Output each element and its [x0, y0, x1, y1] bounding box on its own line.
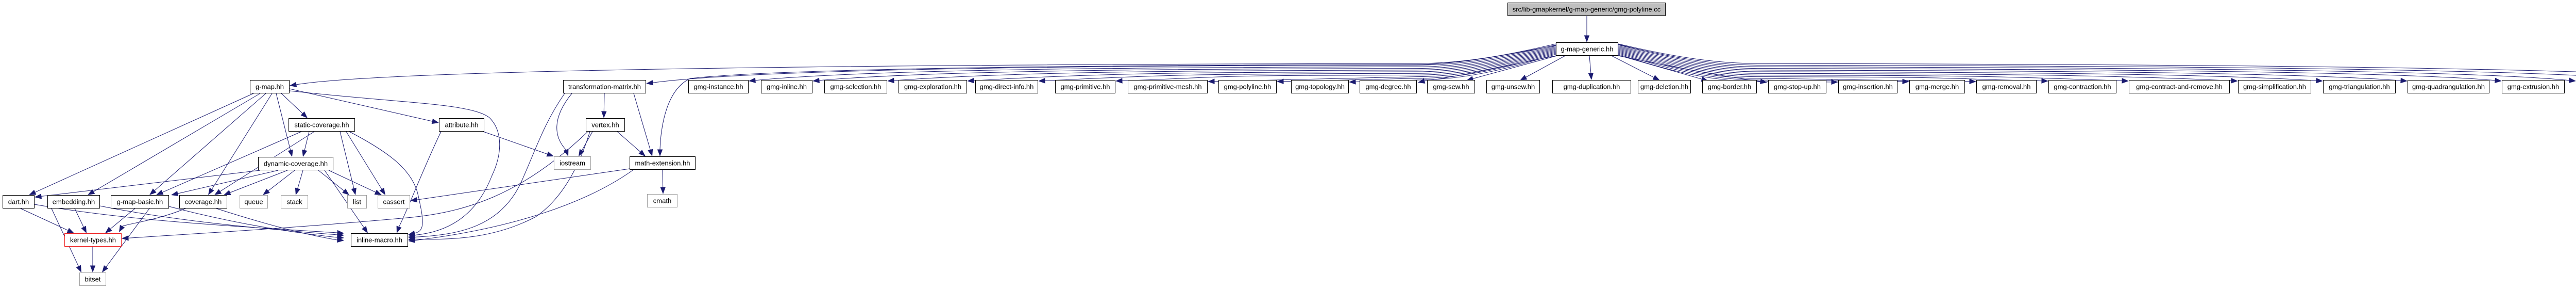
svg-text:iostream: iostream	[560, 159, 585, 167]
svg-text:gmg-simplification.hh: gmg-simplification.hh	[2243, 83, 2306, 91]
svg-text:embedding.hh: embedding.hh	[53, 198, 95, 206]
svg-text:kernel-types.hh: kernel-types.hh	[70, 236, 116, 244]
svg-text:gmg-inline.hh: gmg-inline.hh	[767, 83, 807, 91]
svg-text:gmg-primitive.hh: gmg-primitive.hh	[1060, 83, 1110, 91]
svg-text:coverage.hh: coverage.hh	[185, 198, 222, 206]
svg-text:gmg-deletion.hh: gmg-deletion.hh	[1640, 83, 1688, 91]
svg-text:gmg-triangulation.hh: gmg-triangulation.hh	[2329, 83, 2390, 91]
svg-text:gmg-stop-up.hh: gmg-stop-up.hh	[1774, 83, 1821, 91]
svg-text:gmg-polyline.hh: gmg-polyline.hh	[1224, 83, 1272, 91]
svg-text:gmg-primitive-mesh.hh: gmg-primitive-mesh.hh	[1133, 83, 1201, 91]
svg-text:gmg-degree.hh: gmg-degree.hh	[1365, 83, 1411, 91]
svg-text:gmg-exploration.hh: gmg-exploration.hh	[904, 83, 961, 91]
svg-text:g-map-generic.hh: g-map-generic.hh	[1561, 45, 1614, 53]
svg-text:stack: stack	[286, 198, 302, 206]
svg-text:gmg-border.hh: gmg-border.hh	[1708, 83, 1752, 91]
svg-text:bitset: bitset	[84, 276, 100, 283]
svg-text:gmg-removal.hh: gmg-removal.hh	[1982, 83, 2031, 91]
svg-text:gmg-direct-info.hh: gmg-direct-info.hh	[980, 83, 1034, 91]
svg-text:g-map.hh: g-map.hh	[256, 83, 284, 91]
svg-text:attribute.hh: attribute.hh	[445, 121, 478, 129]
svg-text:gmg-sew.hh: gmg-sew.hh	[1433, 83, 1469, 91]
svg-text:gmg-duplication.hh: gmg-duplication.hh	[1564, 83, 1620, 91]
svg-text:static-coverage.hh: static-coverage.hh	[294, 121, 349, 129]
svg-text:queue: queue	[244, 198, 263, 206]
svg-text:transformation-matrix.hh: transformation-matrix.hh	[568, 83, 641, 91]
svg-text:gmg-quadrangulation.hh: gmg-quadrangulation.hh	[2412, 83, 2485, 91]
svg-text:math-extension.hh: math-extension.hh	[635, 159, 690, 167]
svg-text:dart.hh: dart.hh	[8, 198, 29, 206]
svg-text:gmg-instance.hh: gmg-instance.hh	[693, 83, 743, 91]
svg-text:gmg-contraction.hh: gmg-contraction.hh	[2054, 83, 2111, 91]
svg-text:list: list	[353, 198, 361, 206]
svg-text:gmg-selection.hh: gmg-selection.hh	[831, 83, 882, 91]
svg-text:g-map-basic.hh: g-map-basic.hh	[117, 198, 163, 206]
svg-text:gmg-merge.hh: gmg-merge.hh	[1916, 83, 1959, 91]
svg-text:gmg-contract-and-remove.hh: gmg-contract-and-remove.hh	[2136, 83, 2223, 91]
svg-text:cmath: cmath	[653, 197, 671, 205]
svg-text:gmg-topology.hh: gmg-topology.hh	[1295, 83, 1345, 91]
svg-text:gmg-insertion.hh: gmg-insertion.hh	[1843, 83, 1893, 91]
svg-text:dynamic-coverage.hh: dynamic-coverage.hh	[264, 160, 328, 168]
svg-text:gmg-unsew.hh: gmg-unsew.hh	[1492, 83, 1535, 91]
svg-text:src/lib-gmapkernel/g-map-gener: src/lib-gmapkernel/g-map-generic/gmg-pol…	[1513, 6, 1661, 13]
svg-text:inline-macro.hh: inline-macro.hh	[357, 236, 402, 244]
svg-text:vertex.hh: vertex.hh	[591, 121, 619, 129]
svg-text:cassert: cassert	[383, 198, 405, 206]
svg-text:gmg-extrusion.hh: gmg-extrusion.hh	[2507, 83, 2559, 91]
